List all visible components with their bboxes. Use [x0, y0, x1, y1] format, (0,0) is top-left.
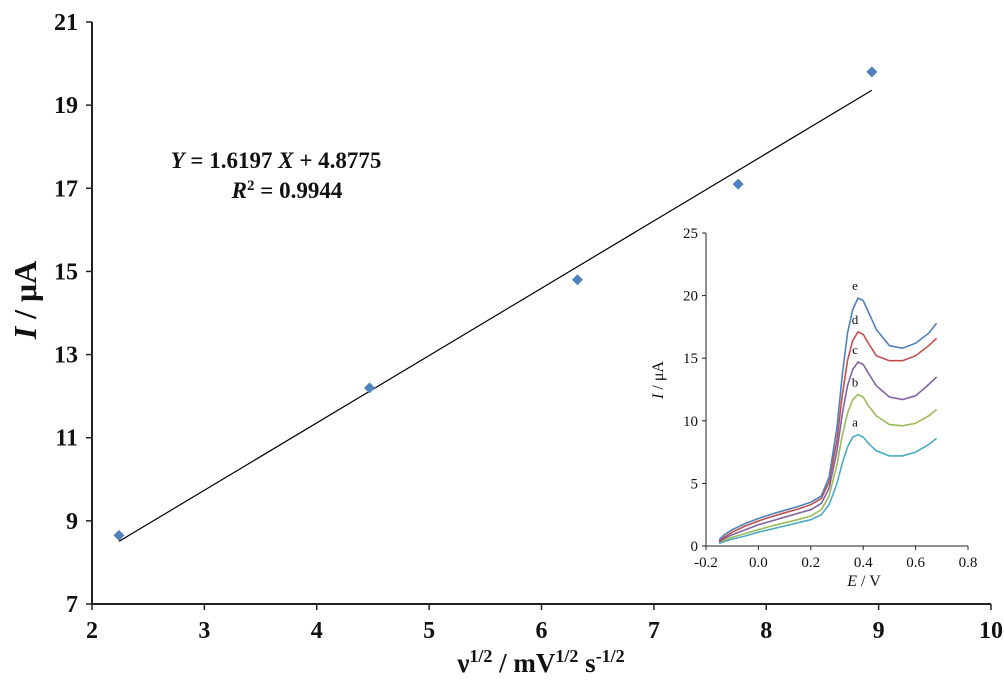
inset-x-axis-title: E / V [846, 573, 881, 590]
x-axis-title-part: ν [456, 648, 469, 678]
inset-x-tick-label: 0.8 [959, 555, 978, 571]
x-axis-title-part: 1/2 [469, 646, 492, 666]
inset-x-tick-label: -0.2 [694, 555, 718, 571]
r-squared-part: 2 [247, 178, 255, 194]
x-axis-title-part: -1/2 [596, 646, 625, 666]
x-axis-title-part: s [578, 648, 595, 678]
inset-y-axis-title-part: / μA [650, 361, 667, 394]
inset-curve-b [718, 393, 938, 543]
regression-equation-part: Y [171, 148, 187, 173]
y-axis-title-part: / μA [7, 261, 43, 327]
y-tick-label: 17 [54, 176, 78, 202]
regression-equation-part: = 1.6197 [185, 148, 279, 173]
x-tick-label: 8 [760, 618, 772, 644]
x-tick-label: 6 [536, 618, 548, 644]
inset-curve-a [718, 433, 938, 545]
inset-x-tick-label: 0.6 [906, 555, 925, 571]
inset-curve-label: b [852, 375, 859, 390]
inset-curve-c [718, 360, 938, 543]
inset-curve-label: d [852, 312, 859, 327]
data-point [732, 178, 744, 190]
inset-y-axis-title-part: I [650, 393, 667, 400]
x-tick-label: 9 [873, 618, 885, 644]
inset-plot: -0.2 0.0 0.2 0.4 0.6 0.8 0 5 10 15 20 25 a b cd e E / V I… [650, 226, 977, 590]
inset-curve-e [718, 297, 938, 541]
inset-y-axis-title: I / μA [650, 361, 667, 400]
y-tick-label: 13 [54, 343, 78, 369]
y-tick-label: 19 [54, 93, 78, 119]
inset-y-tick-label: 20 [683, 289, 698, 305]
y-axis-title-part: I [7, 325, 43, 340]
inset-y-tick-label: 15 [683, 351, 698, 367]
x-axis-title-part: / mV [492, 648, 555, 678]
inset-y-tick-label: 10 [683, 414, 698, 430]
inset-curve-label: e [852, 278, 858, 293]
x-tick-label: 7 [648, 618, 660, 644]
inset-curve-label: c [852, 342, 858, 357]
inset-x-tick-label: 0.4 [854, 555, 873, 571]
y-tick-label: 15 [54, 259, 78, 285]
r-squared-part: = 0.9944 [254, 178, 342, 203]
x-tick-label: 4 [311, 618, 323, 644]
data-point [113, 529, 125, 541]
inset-x-axis-title-part: E [846, 573, 857, 590]
x-axis-title-part: 1/2 [555, 646, 578, 666]
inset-y-tick-label: 5 [691, 476, 699, 492]
fit-line [118, 89, 873, 542]
y-tick-label: 9 [66, 509, 78, 535]
inset-x-tick-label: 0.0 [749, 555, 768, 571]
inset-curve-label: a [852, 415, 858, 430]
y-tick-label: 11 [55, 426, 78, 452]
regression-equation-part: X [277, 148, 294, 173]
inset-curve-d [718, 330, 938, 542]
inset-x-axis-title-part: / V [857, 573, 881, 590]
x-tick-label: 2 [86, 618, 98, 644]
x-tick-label: 10 [979, 618, 1003, 644]
data-point [571, 274, 583, 286]
y-axis-title: I / μA [7, 261, 43, 341]
r-squared-part: R [231, 178, 247, 203]
regression-equation: Y = 1.6197 X + 4.8775 [171, 148, 382, 173]
data-point [866, 66, 878, 78]
inset-y-tick-label: 25 [683, 226, 698, 242]
data-point [364, 382, 376, 394]
inset-x-tick-label: 0.2 [801, 555, 820, 571]
inset-y-tick-label: 0 [691, 539, 699, 555]
x-tick-label: 3 [198, 618, 210, 644]
regression-equation-part: + 4.8775 [294, 148, 382, 173]
x-tick-label: 5 [423, 618, 435, 644]
y-tick-label: 21 [54, 10, 78, 36]
y-tick-label: 7 [66, 592, 78, 618]
r-squared: R2 = 0.9944 [231, 178, 343, 203]
x-axis-title: ν1/2 / mV1/2 s-1/2 [456, 646, 624, 678]
